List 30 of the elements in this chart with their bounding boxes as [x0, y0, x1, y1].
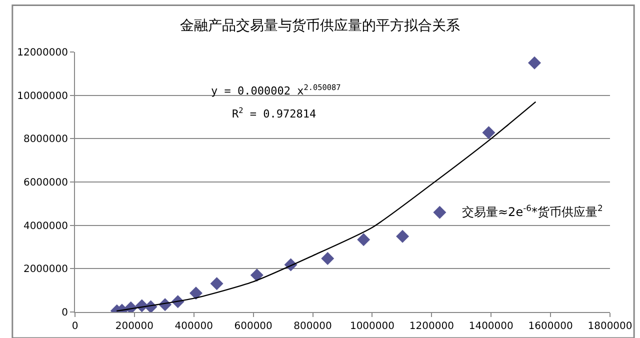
point — [210, 277, 224, 290]
point — [250, 268, 264, 282]
x-tick-label: 1400000 — [468, 321, 514, 332]
point — [433, 206, 446, 219]
x-tick-label: 1600000 — [528, 321, 573, 332]
x-tick-label: 400000 — [174, 321, 213, 332]
y-tick-label: 10000000 — [17, 90, 68, 102]
x-tick-label: 1000000 — [350, 321, 394, 332]
x-tick-label: 600000 — [234, 321, 272, 332]
y-tick-label: 12000000 — [17, 48, 68, 58]
x-tick-label: 1800000 — [588, 321, 632, 332]
point — [482, 126, 496, 140]
x-tick-label: 200000 — [115, 321, 154, 332]
y-tick-label: 2000000 — [23, 264, 68, 276]
point — [321, 252, 334, 265]
point — [357, 233, 370, 246]
x-tick-label: 0 — [72, 321, 78, 332]
y-tick-label: 4000000 — [23, 220, 68, 232]
y-tick-label: 6000000 — [23, 178, 68, 188]
annotation: R$^{2}$ = 0.972814 — [232, 106, 316, 121]
x-tick-label: 800000 — [294, 321, 332, 332]
y-tick-label: 0 — [62, 308, 68, 318]
point — [189, 286, 202, 300]
point — [396, 230, 410, 243]
chart-title: 金融产品交易量与货币供应量的平方拟合关系 — [180, 18, 460, 34]
annotation: y = 0.000002 x$^{2.050087}$ — [211, 83, 342, 98]
annotation: 交易量≈2e$^{-6}$*货币供应量$^{2}$ — [462, 203, 603, 220]
x-tick-label: 1200000 — [409, 321, 454, 332]
y-tick-label: 8000000 — [23, 134, 68, 146]
point — [528, 56, 542, 70]
